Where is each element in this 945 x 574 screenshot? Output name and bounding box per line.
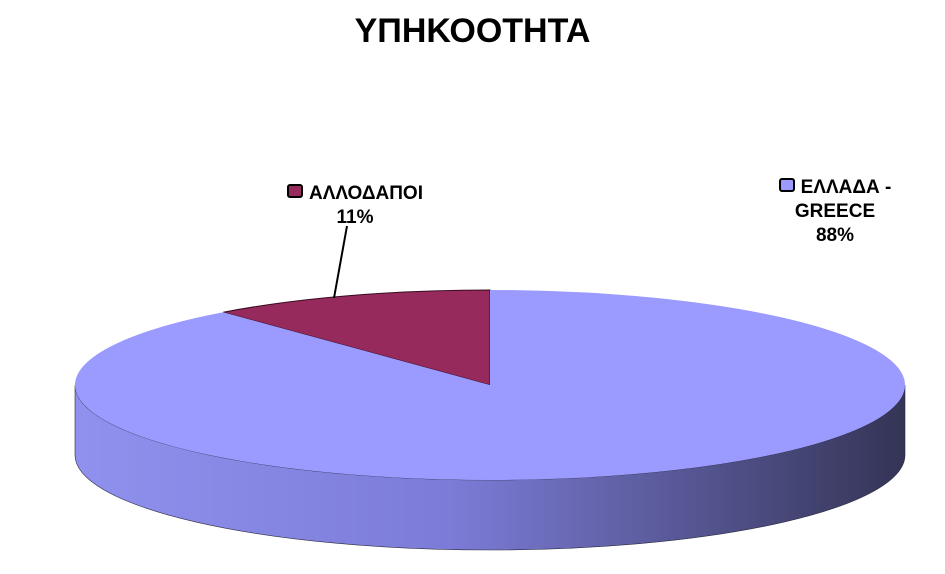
chart-title: ΥΠΗΚΟΟΤΗΤΑ	[354, 12, 591, 50]
data-label: ΑΛΛΟΔΑΠΟΙ 11%	[240, 182, 470, 230]
data-label: ΕΛΛΑΔΑ - GREECE 88%	[755, 176, 915, 248]
category-label: ΕΛΛΑΔΑ - GREECE	[794, 177, 892, 222]
legend-key	[778, 178, 795, 192]
legend-key	[287, 184, 303, 198]
value-label: 11%	[336, 207, 374, 228]
slice	[75, 290, 906, 480]
label-name-line: ΕΛΛΑΔΑ - GREECE	[755, 176, 915, 224]
label-name-line: ΑΛΛΟΔΑΠΟΙ	[240, 182, 470, 206]
value-label: 88%	[815, 225, 855, 246]
leader-line	[333, 225, 348, 299]
slice	[223, 289, 491, 386]
category-label: ΑΛΛΟΔΑΠΟΙ	[309, 183, 423, 204]
